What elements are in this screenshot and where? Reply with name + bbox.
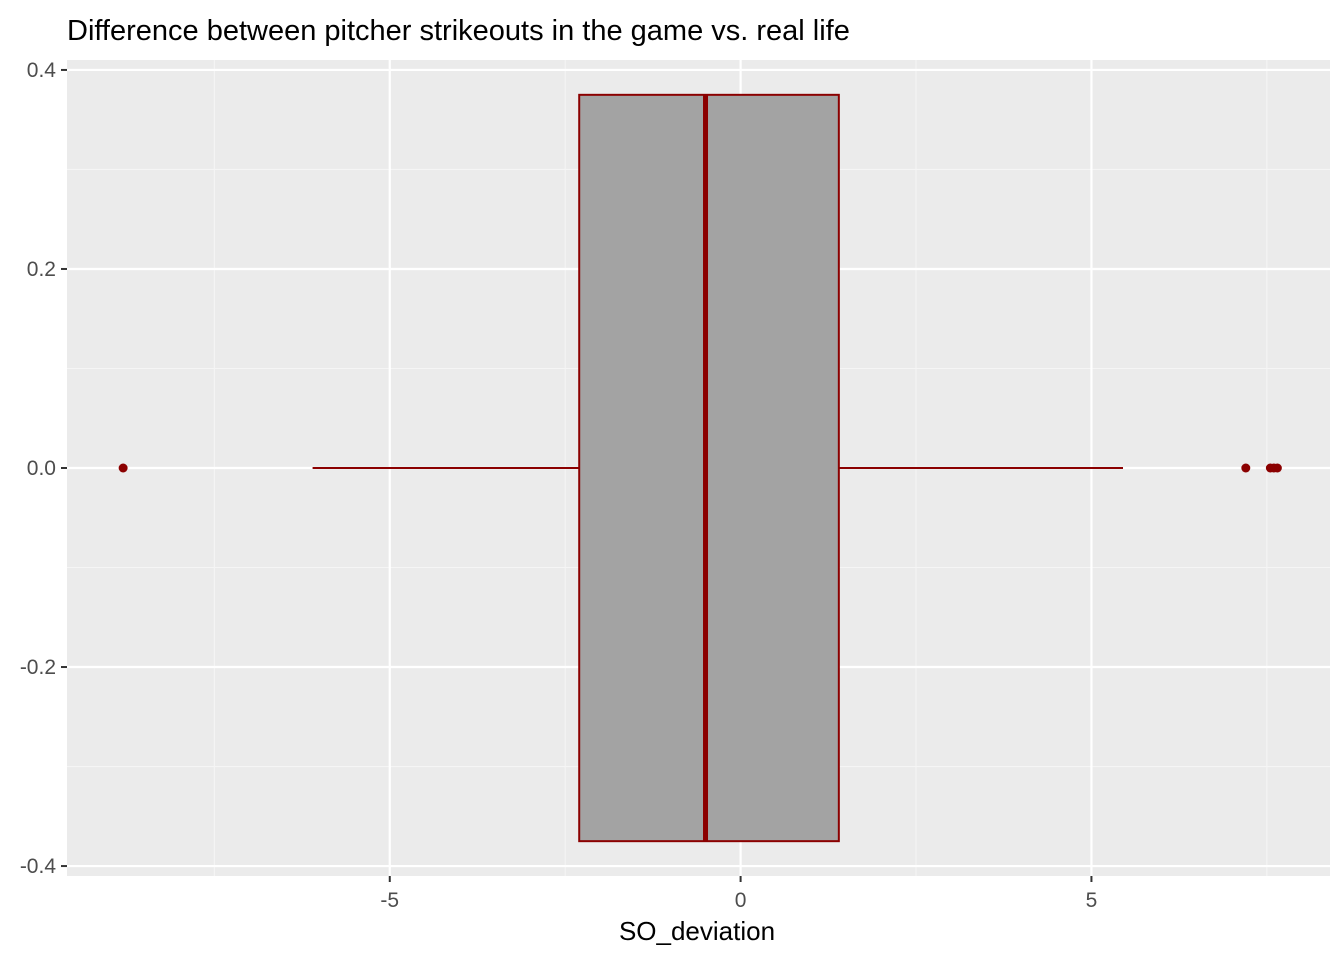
x-tick-label: 0 bbox=[735, 889, 747, 912]
outlier-point bbox=[1272, 463, 1282, 473]
y-tick-label: 0.0 bbox=[27, 457, 56, 480]
y-tick-label: -0.4 bbox=[20, 855, 57, 878]
y-tick-label: 0.4 bbox=[27, 59, 57, 82]
axes: -5 0 5 -0.4 -0.2 0.0 0.2 0.4 bbox=[20, 59, 1097, 912]
plot-marks bbox=[118, 93, 1282, 843]
y-tick-label: -0.2 bbox=[20, 656, 56, 679]
y-tick-label: 0.2 bbox=[27, 258, 56, 281]
chart-title: Difference between pitcher strikeouts in… bbox=[67, 15, 850, 47]
outlier-point bbox=[1241, 463, 1251, 473]
outlier-point bbox=[118, 463, 128, 473]
x-axis-title: SO_deviation bbox=[619, 916, 775, 946]
x-tick-label: 5 bbox=[1086, 889, 1098, 912]
interquartile-box bbox=[578, 93, 840, 843]
x-tick-label: -5 bbox=[380, 889, 399, 912]
